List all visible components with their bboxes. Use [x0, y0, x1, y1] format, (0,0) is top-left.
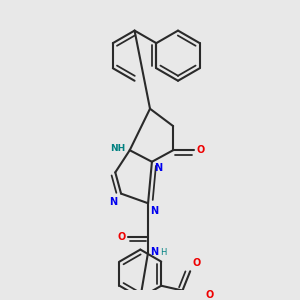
Text: NH: NH: [110, 144, 125, 153]
Text: O: O: [118, 232, 126, 242]
Text: N: N: [150, 248, 158, 257]
Text: N: N: [150, 206, 158, 216]
Text: O: O: [206, 290, 214, 300]
Text: N: N: [154, 163, 162, 173]
Text: O: O: [192, 258, 200, 268]
Text: H: H: [160, 248, 166, 257]
Text: N: N: [109, 196, 117, 206]
Text: O: O: [196, 145, 205, 155]
